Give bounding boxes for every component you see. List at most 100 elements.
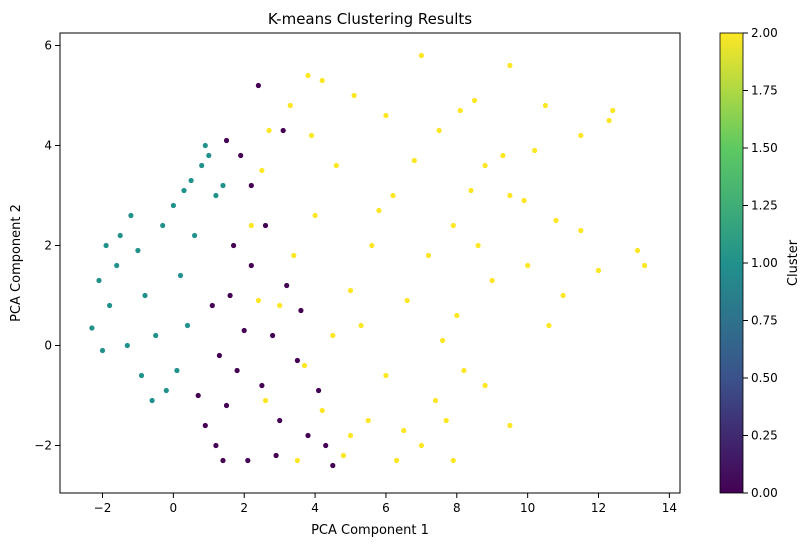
cluster-2-point <box>365 417 371 424</box>
cluster-2-point <box>507 422 513 429</box>
cluster-2-point <box>440 337 446 344</box>
cluster-1-point <box>124 342 130 349</box>
x-tick-label: 14 <box>662 501 677 515</box>
colorbar-tick-label: 1.00 <box>751 256 778 270</box>
cluster-0-point <box>223 137 230 144</box>
cluster-2-point <box>411 157 417 164</box>
cluster-2-point <box>507 192 513 199</box>
cluster-2-point <box>266 127 272 134</box>
cluster-2-point <box>443 417 449 424</box>
cluster-2-point <box>507 62 513 69</box>
cluster-0-point <box>280 127 286 134</box>
cluster-2-point <box>454 312 460 319</box>
x-tick-label: 6 <box>382 501 390 515</box>
cluster-2-point <box>291 252 297 259</box>
y-axis: −2 0 2 4 6 <box>34 39 60 453</box>
cluster-1-point <box>103 242 109 249</box>
cluster-1-point <box>117 232 123 239</box>
cluster-2-point <box>482 382 488 389</box>
cluster-1-point <box>142 292 148 299</box>
cluster-2-point <box>578 132 584 139</box>
cluster-2-point <box>351 92 357 99</box>
cluster-2-point <box>610 107 616 114</box>
cluster-0-point <box>195 392 201 399</box>
cluster-0-point <box>231 242 237 249</box>
cluster-2-point <box>578 227 584 234</box>
cluster-0-point <box>262 222 269 229</box>
cluster-2-point <box>546 322 552 329</box>
cluster-0-point <box>227 292 233 299</box>
colorbar-tick-label: 2.00 <box>751 26 778 40</box>
cluster-0-point <box>213 442 219 449</box>
chart-title: K-means Clustering Results <box>268 10 472 28</box>
cluster-2-point <box>319 77 325 84</box>
cluster-2-point <box>471 97 478 104</box>
plot-frame <box>59 32 681 494</box>
cluster-1-point <box>213 192 219 199</box>
colorbar-tick-label: 0.00 <box>751 486 778 500</box>
cluster-2-point <box>390 192 396 199</box>
cluster-2-point <box>277 302 283 309</box>
cluster-0-point <box>330 462 336 469</box>
cluster-2-point <box>301 362 308 369</box>
colorbar-tick-label: 1.25 <box>751 199 778 213</box>
cluster-1-point <box>177 272 184 279</box>
cluster-0-point <box>238 152 244 159</box>
cluster-1-point <box>96 277 102 284</box>
colorbar-ticks: 0.00 0.25 0.50 0.75 1.00 1.25 1.50 1.75 2.00 <box>743 26 778 500</box>
cluster-2-point <box>259 167 265 174</box>
cluster-2-point <box>425 252 432 259</box>
cluster-0-point <box>234 367 240 374</box>
cluster-2-point <box>634 247 641 254</box>
colorbar-label: Cluster <box>786 239 801 286</box>
colorbar-tick-label: 1.50 <box>751 141 778 155</box>
y-axis-label: PCA Component 2 <box>9 204 24 322</box>
cluster-2-point <box>383 372 389 379</box>
cluster-2-point <box>553 217 559 224</box>
points-layer <box>89 52 648 469</box>
cluster-2-point <box>287 102 293 109</box>
colorbar-tick-label: 1.75 <box>751 84 778 98</box>
cluster-2-point <box>401 427 407 434</box>
x-tick-label: 10 <box>520 501 535 515</box>
cluster-1-point <box>192 232 198 239</box>
colorbar-tick-label: 0.75 <box>751 314 778 328</box>
cluster-2-point <box>642 262 648 269</box>
cluster-2-point <box>262 397 269 404</box>
cluster-2-point <box>418 442 424 449</box>
cluster-0-point <box>209 302 215 309</box>
cluster-1-point <box>181 187 187 194</box>
cluster-0-point <box>316 387 322 394</box>
cluster-2-point <box>475 242 481 249</box>
cluster-0-point <box>259 382 265 389</box>
cluster-2-point <box>468 187 474 194</box>
x-tick-label: 0 <box>170 501 178 515</box>
cluster-2-point <box>542 102 549 109</box>
cluster-0-point <box>277 417 283 424</box>
cluster-0-point <box>223 402 230 409</box>
cluster-0-point <box>216 352 222 359</box>
cluster-0-point <box>248 262 254 269</box>
cluster-2-point <box>330 332 336 339</box>
x-axis-label: PCA Component 1 <box>311 523 429 538</box>
cluster-1-point <box>199 162 205 169</box>
cluster-2-point <box>521 197 527 204</box>
cluster-2-point <box>255 297 261 304</box>
cluster-1-point <box>99 347 106 354</box>
cluster-0-point <box>241 327 247 334</box>
x-tick-label: −2 <box>94 501 112 515</box>
cluster-0-point <box>270 332 276 339</box>
cluster-0-point <box>294 357 300 364</box>
cluster-1-point <box>188 177 194 184</box>
cluster-2-point <box>347 287 354 294</box>
cluster-1-point <box>114 262 120 269</box>
cluster-0-point <box>273 452 279 459</box>
cluster-2-point <box>489 277 495 284</box>
cluster-2-point <box>305 72 311 79</box>
cluster-2-point <box>525 262 531 269</box>
cluster-2-point <box>383 112 389 119</box>
cluster-0-point <box>298 307 304 314</box>
colorbar-tick-label: 0.50 <box>751 371 778 385</box>
cluster-2-point <box>358 322 364 329</box>
cluster-2-point <box>347 432 354 439</box>
